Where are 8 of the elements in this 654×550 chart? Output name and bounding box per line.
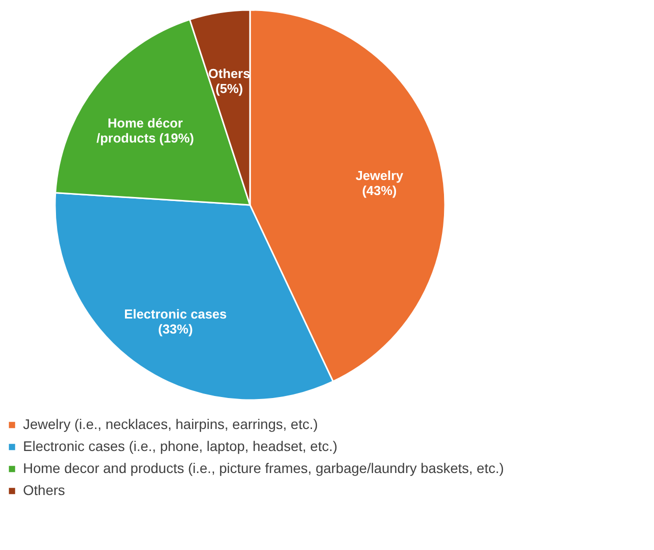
- data-label: Home décor /products (19%): [96, 116, 194, 146]
- data-label: Jewelry (43%): [356, 168, 404, 198]
- legend-label: Jewelry (i.e., necklaces, hairpins, earrings, etc.): [23, 416, 318, 432]
- legend-label: Home decor and products (i.e., picture frames, garbage/laundry baskets, etc.): [23, 460, 504, 476]
- data-label: Electronic cases (33%): [124, 306, 227, 337]
- legend-label: Electronic cases (i.e., phone, laptop, headset, etc.): [23, 438, 338, 454]
- legend-label: Others: [23, 482, 66, 498]
- data-label: Others (5%): [208, 66, 250, 96]
